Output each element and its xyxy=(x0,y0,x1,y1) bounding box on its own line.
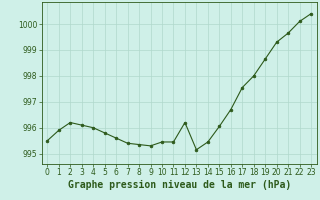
X-axis label: Graphe pression niveau de la mer (hPa): Graphe pression niveau de la mer (hPa) xyxy=(68,180,291,190)
